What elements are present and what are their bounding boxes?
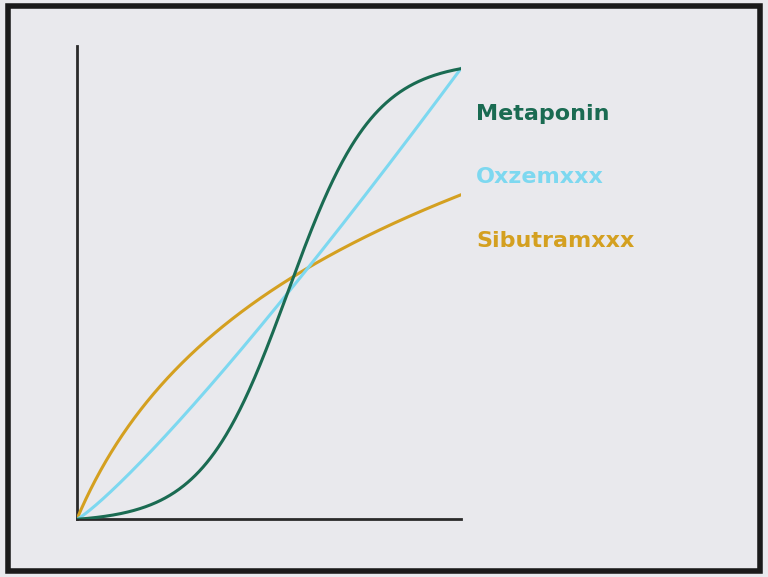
Text: Oxzemxxx: Oxzemxxx: [476, 167, 604, 188]
Text: Metaponin: Metaponin: [476, 104, 610, 124]
Text: Sibutramxxx: Sibutramxxx: [476, 231, 634, 251]
